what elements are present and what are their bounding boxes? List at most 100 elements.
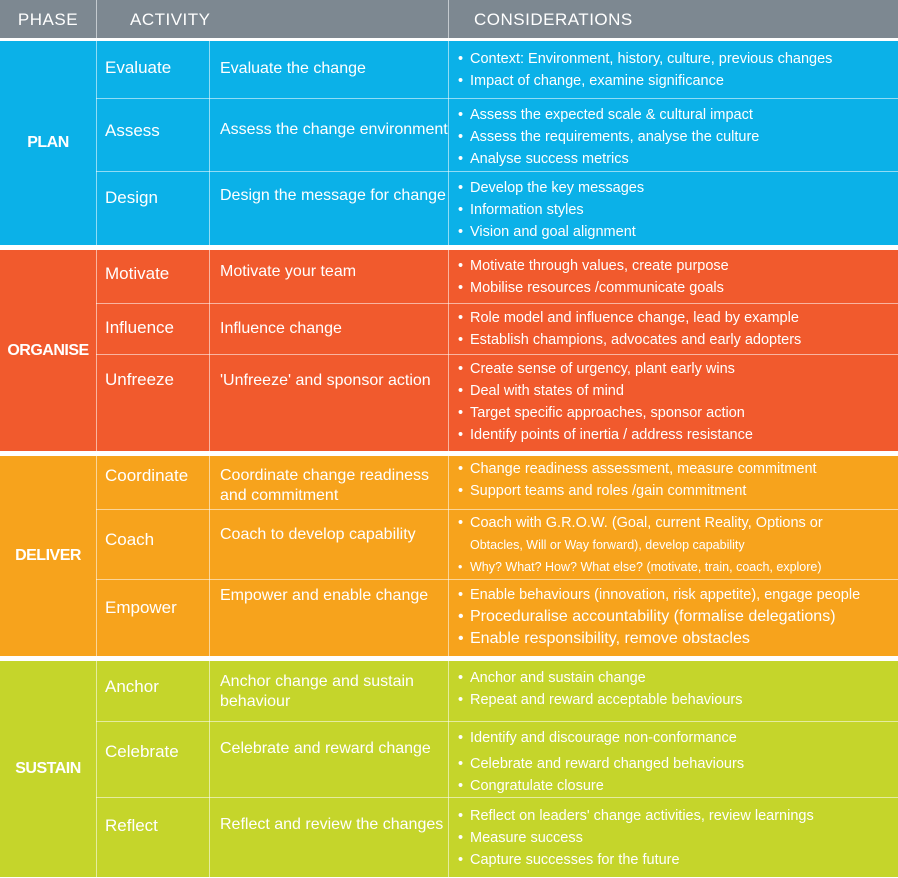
phase-block-sustain: SUSTAIN Anchor Anchor change and sustain… xyxy=(0,661,898,877)
column-divider xyxy=(209,661,210,877)
activity-text: Evaluate the change xyxy=(220,60,366,77)
considerations-list: • Reflect on leaders' change activities, … xyxy=(458,805,892,871)
phase-name: PLAN xyxy=(27,134,69,151)
list-item: • Capture successes for the future xyxy=(458,852,680,868)
list-item: • Develop the key messages xyxy=(458,180,645,196)
considerations-list: • Context: Environment, history, culture,… xyxy=(458,48,892,92)
step-name: Assess xyxy=(105,121,160,140)
table-row: Empower Empower and enable change • Enabl… xyxy=(96,579,898,657)
activity-text: Influence change xyxy=(220,320,342,337)
considerations-list: • Anchor and sustain change • Repeat and r… xyxy=(458,667,892,711)
list-item: • Anchor and sustain change xyxy=(458,670,646,686)
activity-text: Empower and enable change xyxy=(220,587,429,604)
step-name: Empower xyxy=(105,598,177,617)
step-name: Coach xyxy=(105,530,155,549)
table-row: Coordinate Coordinate change readiness a… xyxy=(96,456,898,509)
activity-text: Anchor change and sustain behaviour xyxy=(220,673,414,710)
list-item: • Identify points of inertia / address re… xyxy=(458,427,753,443)
list-item: • Enable responsibility, remove obstacles xyxy=(458,630,750,647)
phase-block-deliver: DELIVER Coordinate Coordinate change rea… xyxy=(0,456,898,656)
list-item: • Why? What? How? What else? (motivate, t… xyxy=(458,560,822,574)
list-item: • Role model and influence change, lead b… xyxy=(458,310,799,326)
list-item: • Assess the expected scale & cultural im… xyxy=(458,107,753,123)
header-activity: ACTIVITY xyxy=(130,10,211,29)
list-item: Obtacles, Will or Way forward), develop … xyxy=(470,538,745,552)
activity-text: Celebrate and reward change xyxy=(220,740,431,757)
list-item: • Impact of change, examine significance xyxy=(458,73,724,89)
step-name: Reflect xyxy=(105,816,158,835)
column-divider xyxy=(209,456,210,656)
list-item: • Mobilise resources /communicate goals xyxy=(458,280,724,296)
activity-text: Assess the change environment xyxy=(220,121,448,138)
table-row: Motivate Motivate your team • Motivate th… xyxy=(96,250,898,303)
list-item: • Enable behaviours (innovation, risk app… xyxy=(458,587,861,603)
activity-text: Coordinate change readiness and commitme… xyxy=(220,467,430,504)
table-row: Celebrate Celebrate and reward change • I… xyxy=(96,721,898,798)
header-divider xyxy=(448,0,449,38)
list-item: • Context: Environment, history, culture,… xyxy=(458,51,833,67)
step-name: Coordinate xyxy=(105,466,189,485)
column-divider xyxy=(448,456,449,656)
considerations-list: • Motivate through values, create purpose… xyxy=(458,255,892,299)
table-row: Unfreeze 'Unfreeze' and sponsor action •… xyxy=(96,354,898,452)
list-item: • Celebrate and reward changed behaviours xyxy=(458,756,745,772)
phase-block-organise: ORGANISE Motivate Motivate your team • Mo… xyxy=(0,250,898,451)
list-item: • Assess the requirements, analyse the cu… xyxy=(458,129,760,145)
considerations-list: • Change readiness assessment, measure co… xyxy=(458,458,892,502)
phase-name: DELIVER xyxy=(15,547,81,564)
column-divider xyxy=(96,661,97,877)
step-name: Influence xyxy=(105,318,174,337)
considerations-list: • Assess the expected scale & cultural im… xyxy=(458,104,892,170)
step-name: Unfreeze xyxy=(105,370,174,389)
list-item: • Vision and goal alignment xyxy=(458,224,636,240)
step-name: Celebrate xyxy=(105,742,179,761)
step-name: Anchor xyxy=(105,677,159,696)
considerations-list: • Create sense of urgency, plant early wi… xyxy=(458,358,892,446)
column-divider xyxy=(96,250,97,451)
step-name: Evaluate xyxy=(105,58,172,77)
considerations-list: • Coach with G.R.O.W. (Goal, current Real… xyxy=(458,512,892,578)
list-item: • Deal with states of mind xyxy=(458,383,624,399)
table-row: Anchor Anchor change and sustain behavio… xyxy=(96,661,898,721)
list-item: • Support teams and roles /gain commitmen… xyxy=(458,483,747,499)
table-row: Assess Assess the change environment • As… xyxy=(96,98,898,172)
considerations-list: • Identify and discourage non-conformance… xyxy=(458,727,892,797)
column-divider xyxy=(448,661,449,877)
phase-block-plan: PLAN Evaluate Evaluate the change • Conte… xyxy=(0,41,898,245)
list-item: • Analyse success metrics xyxy=(458,151,629,167)
table-row: Evaluate Evaluate the change • Context: E… xyxy=(96,41,898,98)
column-divider xyxy=(209,250,210,451)
list-item: • Identify and discourage non-conformance xyxy=(458,730,737,746)
table-row: Reflect Reflect and review the changes •… xyxy=(96,797,898,878)
step-name: Design xyxy=(105,188,158,207)
column-divider xyxy=(96,41,97,245)
activity-text: Motivate your team xyxy=(220,263,357,280)
activity-text: 'Unfreeze' and sponsor action xyxy=(220,372,431,389)
header-phase: PHASE xyxy=(17,10,79,29)
list-item: • Measure success xyxy=(458,830,583,846)
list-item: • Information styles xyxy=(458,202,584,218)
activity-text: Reflect and review the changes xyxy=(220,816,444,833)
table-row: Influence Influence change • Role model a… xyxy=(96,303,898,355)
column-divider xyxy=(96,456,97,656)
list-item: • Repeat and reward acceptable behaviours xyxy=(458,692,743,708)
table-header: PHASE ACTIVITY CONSIDERATIONS xyxy=(0,0,898,38)
table-row: Coach Coach to develop capability • Coach… xyxy=(96,509,898,580)
activity-text: Design the message for change xyxy=(220,187,446,204)
header-considerations: CONSIDERATIONS xyxy=(474,10,633,29)
list-item: • Proceduralise accountability (formalise… xyxy=(458,608,836,625)
column-divider xyxy=(448,41,449,245)
phase-name: ORGANISE xyxy=(7,341,89,359)
list-item: • Reflect on leaders' change activities, … xyxy=(458,808,814,824)
phase-name: SUSTAIN xyxy=(15,760,81,777)
step-name: Motivate xyxy=(105,264,170,283)
list-item: • Congratulate closure xyxy=(458,778,604,794)
list-item: • Create sense of urgency, plant early wi… xyxy=(458,361,735,377)
considerations-list: • Role model and influence change, lead b… xyxy=(458,307,892,351)
list-item: • Establish champions, advocates and earl… xyxy=(458,332,802,348)
considerations-list: • Develop the key messages • Information s… xyxy=(458,177,892,243)
activity-text: Coach to develop capability xyxy=(220,526,416,543)
list-item: • Coach with G.R.O.W. (Goal, current Real… xyxy=(458,515,823,531)
list-item: • Change readiness assessment, measure co… xyxy=(458,461,817,477)
